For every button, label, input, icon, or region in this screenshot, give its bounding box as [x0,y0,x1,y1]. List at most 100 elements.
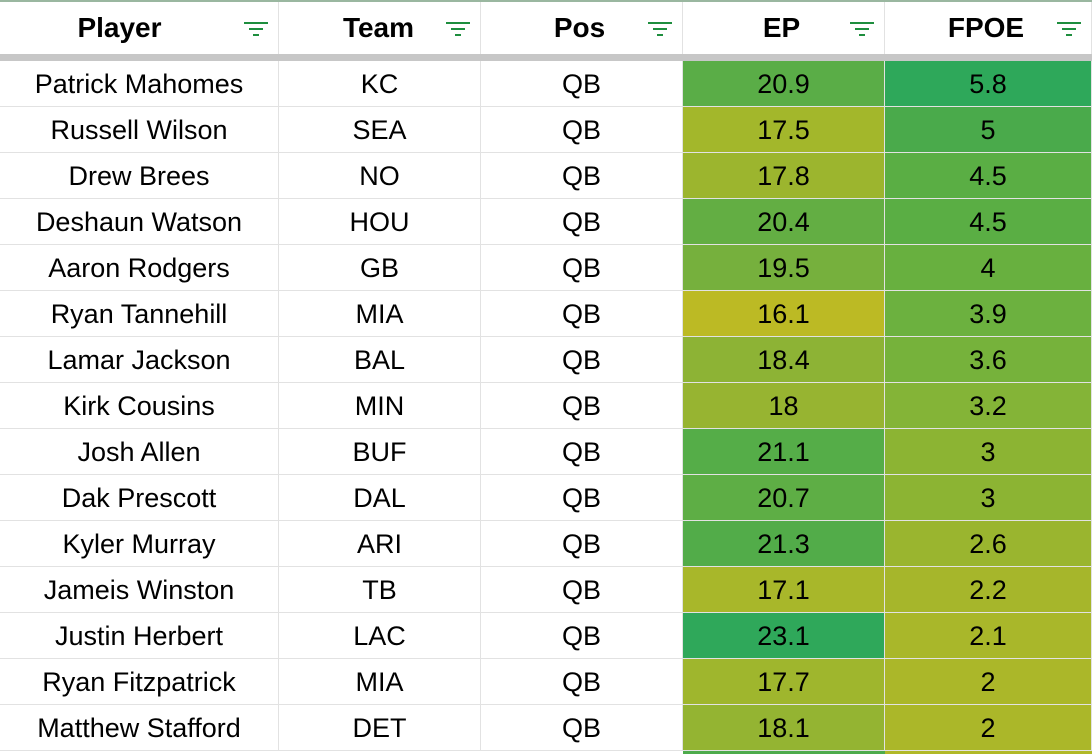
player-cell[interactable]: Ryan Fitzpatrick [0,659,279,705]
player-cell[interactable]: Patrick Mahomes [0,61,279,107]
pos-cell[interactable]: QB [481,659,683,705]
fpoe-cell[interactable]: 4 [885,245,1092,291]
filter-icon[interactable] [648,22,672,38]
fpoe-cell[interactable]: 2 [885,659,1092,705]
team-cell[interactable]: BAL [279,337,481,383]
fpoe-cell[interactable] [885,751,1092,754]
ep-cell[interactable] [683,751,885,754]
fpoe-cell[interactable]: 2.6 [885,521,1092,567]
pos-cell[interactable]: QB [481,245,683,291]
ep-cell[interactable]: 20.9 [683,61,885,107]
player-cell[interactable]: Dak Prescott [0,475,279,521]
ep-cell[interactable]: 18 [683,383,885,429]
filter-icon[interactable] [1057,22,1081,38]
filter-icon[interactable] [446,22,470,38]
table-row: Jameis Winston TB QB 17.1 2.2 [0,567,1092,613]
player-cell[interactable]: Aaron Rodgers [0,245,279,291]
table-row: Drew Brees NO QB 17.8 4.5 [0,153,1092,199]
fpoe-cell[interactable]: 2.2 [885,567,1092,613]
column-header-label: FPOE [947,12,1025,43]
filter-icon[interactable] [244,22,268,38]
fpoe-cell[interactable]: 4.5 [885,153,1092,199]
pos-cell[interactable]: QB [481,199,683,245]
team-cell[interactable]: BUF [279,429,481,475]
ep-cell[interactable]: 17.5 [683,107,885,153]
ep-cell[interactable]: 17.7 [683,659,885,705]
fpoe-cell[interactable]: 5.8 [885,61,1092,107]
team-cell[interactable]: LAC [279,613,481,659]
team-cell[interactable]: KC [279,61,481,107]
ep-cell[interactable]: 17.1 [683,567,885,613]
pos-cell[interactable]: QB [481,291,683,337]
player-cell[interactable]: Kyler Murray [0,521,279,567]
ep-cell[interactable]: 21.3 [683,521,885,567]
pos-cell[interactable]: QB [481,475,683,521]
team-cell[interactable]: NO [279,153,481,199]
player-cell[interactable]: Russell Wilson [0,107,279,153]
team-cell[interactable]: MIA [279,291,481,337]
pos-cell[interactable]: QB [481,153,683,199]
team-cell[interactable]: MIN [279,383,481,429]
ep-cell[interactable]: 19.5 [683,245,885,291]
player-cell[interactable]: Jameis Winston [0,567,279,613]
team-cell[interactable]: GB [279,245,481,291]
player-cell[interactable]: Lamar Jackson [0,337,279,383]
fpoe-cell[interactable]: 3 [885,475,1092,521]
column-header-label: Player [77,12,162,43]
table-row: Russell Wilson SEA QB 17.5 5 [0,107,1092,153]
column-header-team[interactable]: Team [279,2,481,54]
player-cell[interactable]: Josh Allen [0,429,279,475]
pos-cell[interactable]: QB [481,61,683,107]
team-cell[interactable]: ARI [279,521,481,567]
player-cell[interactable]: Deshaun Watson [0,199,279,245]
fpoe-cell[interactable]: 3.6 [885,337,1092,383]
ep-cell[interactable]: 23.1 [683,613,885,659]
pos-cell[interactable]: QB [481,429,683,475]
ep-cell[interactable]: 18.1 [683,705,885,751]
column-header-pos[interactable]: Pos [481,2,683,54]
column-header-ep[interactable]: EP [683,2,885,54]
ep-cell[interactable]: 16.1 [683,291,885,337]
player-cell[interactable]: Drew Brees [0,153,279,199]
fpoe-cell[interactable]: 2.1 [885,613,1092,659]
team-cell[interactable]: DET [279,705,481,751]
ep-cell[interactable]: 18.4 [683,337,885,383]
pos-cell[interactable]: QB [481,521,683,567]
fpoe-cell[interactable]: 5 [885,107,1092,153]
table-row: Matthew Stafford DET QB 18.1 2 [0,705,1092,751]
pos-cell[interactable]: QB [481,567,683,613]
ep-cell[interactable]: 21.1 [683,429,885,475]
next-row-partial [0,751,1092,754]
table-row: Kirk Cousins MIN QB 18 3.2 [0,383,1092,429]
team-cell[interactable]: MIA [279,659,481,705]
fpoe-cell[interactable]: 3.9 [885,291,1092,337]
pos-cell[interactable]: QB [481,705,683,751]
player-cell[interactable]: Ryan Tannehill [0,291,279,337]
ep-cell[interactable]: 20.7 [683,475,885,521]
player-cell[interactable]: Justin Herbert [0,613,279,659]
team-cell[interactable]: SEA [279,107,481,153]
fpoe-cell[interactable]: 4.5 [885,199,1092,245]
player-cell[interactable]: Kirk Cousins [0,383,279,429]
team-cell[interactable]: DAL [279,475,481,521]
ep-cell[interactable]: 17.8 [683,153,885,199]
header-row: Player Team Pos EP FPOE [0,0,1092,54]
fpoe-cell[interactable]: 3.2 [885,383,1092,429]
table-row: Ryan Fitzpatrick MIA QB 17.7 2 [0,659,1092,705]
column-header-player[interactable]: Player [0,2,279,54]
pos-cell[interactable]: QB [481,107,683,153]
pos-cell[interactable]: QB [481,383,683,429]
fpoe-cell[interactable]: 3 [885,429,1092,475]
table-row: Lamar Jackson BAL QB 18.4 3.6 [0,337,1092,383]
pos-cell[interactable]: QB [481,337,683,383]
filter-icon[interactable] [850,22,874,38]
team-cell[interactable]: TB [279,567,481,613]
fpoe-cell[interactable]: 2 [885,705,1092,751]
pos-cell[interactable]: QB [481,613,683,659]
player-cell[interactable]: Matthew Stafford [0,705,279,751]
ep-cell[interactable]: 20.4 [683,199,885,245]
team-cell[interactable]: HOU [279,199,481,245]
frozen-row-divider[interactable] [0,54,1092,61]
column-header-fpoe[interactable]: FPOE [885,2,1092,54]
